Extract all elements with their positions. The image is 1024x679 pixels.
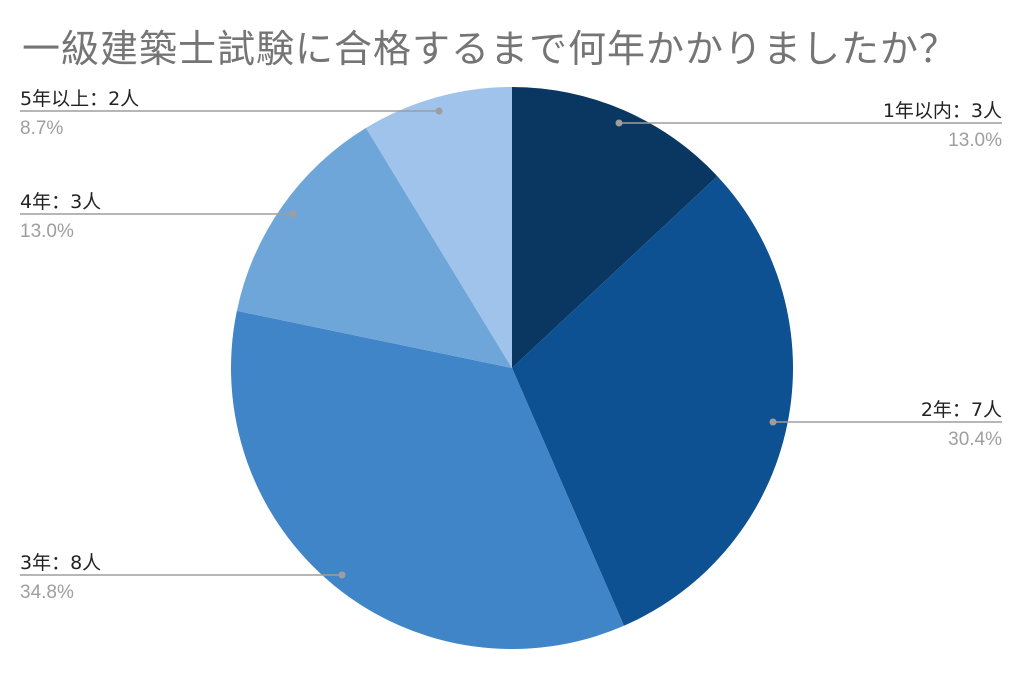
slice-label-2: 2年：7人: [921, 399, 1002, 421]
slice-percent-4: 13.0%: [20, 221, 74, 242]
slice-percent-2: 30.4%: [948, 429, 1002, 450]
slice-label-3: 3年：8人: [20, 552, 101, 574]
leader-dot-1: [615, 119, 623, 127]
leader-dot-3: [338, 571, 346, 579]
slice-percent-1: 13.0%: [948, 130, 1002, 151]
chart-title: 一級建築士試験に合格するまで何年かかりましたか？: [22, 27, 959, 71]
pie-slice-5: [366, 87, 512, 368]
slice-percent-5: 8.7%: [20, 118, 63, 139]
leader-dot-5: [435, 107, 443, 115]
pie-slice-1: [512, 87, 718, 368]
leader-dot-4: [289, 210, 297, 218]
leader-dot-2: [769, 418, 777, 426]
slice-label-4: 4年：3人: [20, 191, 101, 213]
pie-slice-4: [236, 127, 512, 368]
pie-slice-2: [512, 176, 794, 626]
slice-label-5: 5年以上：2人: [20, 88, 139, 110]
slice-label-1: 1年以内：3人: [883, 100, 1002, 122]
pie-slice-3: [231, 310, 624, 650]
slice-percent-3: 34.8%: [20, 582, 74, 603]
